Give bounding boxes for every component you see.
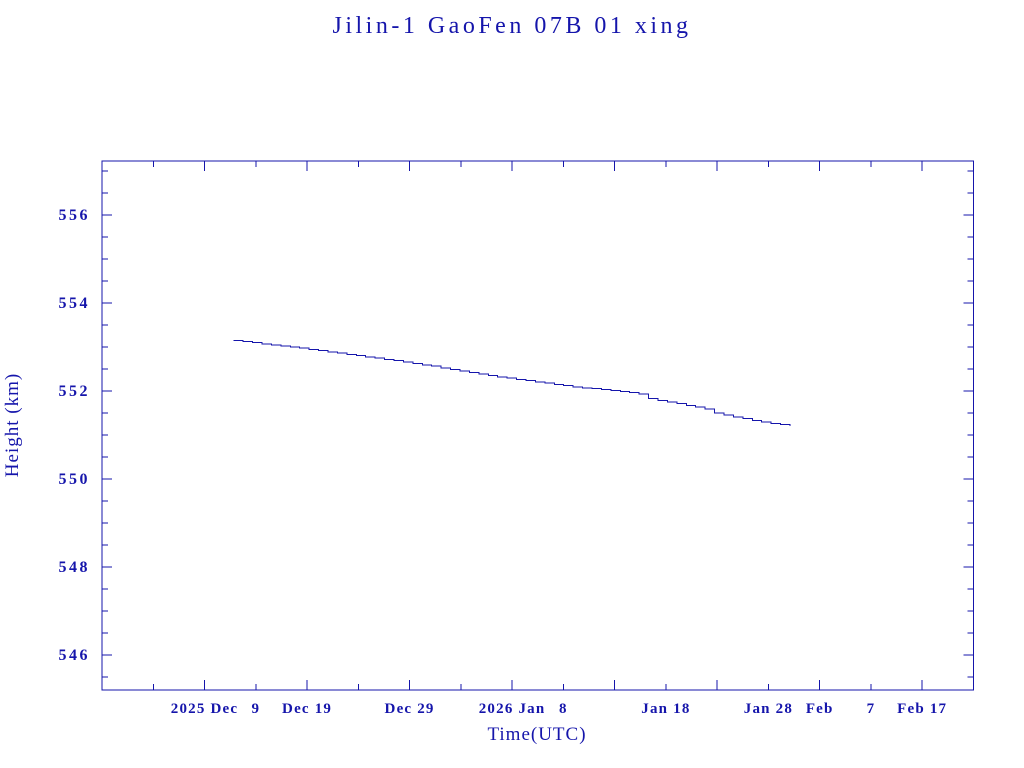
- svg-text:554: 554: [59, 295, 91, 312]
- svg-text:Jilin-1 GaoFen 07B 01 xing: Jilin-1 GaoFen 07B 01 xing: [333, 13, 692, 39]
- svg-text:Dec 29: Dec 29: [385, 701, 435, 717]
- svg-text:550: 550: [59, 471, 91, 488]
- svg-text:8: 8: [559, 701, 568, 717]
- svg-text:546: 546: [59, 647, 91, 664]
- svg-text:552: 552: [59, 383, 91, 400]
- svg-text:2026 Jan: 2026 Jan: [479, 701, 546, 717]
- svg-text:Feb: Feb: [806, 701, 834, 717]
- svg-text:2025 Dec: 2025 Dec: [171, 701, 239, 717]
- svg-text:9: 9: [251, 701, 260, 717]
- svg-text:7: 7: [867, 701, 876, 717]
- svg-text:556: 556: [59, 207, 91, 224]
- svg-text:Dec 19: Dec 19: [282, 701, 332, 717]
- svg-text:548: 548: [59, 559, 91, 576]
- svg-text:Height (km): Height (km): [2, 373, 23, 477]
- svg-text:Time(UTC): Time(UTC): [487, 724, 586, 745]
- svg-text:Jan 18: Jan 18: [641, 701, 690, 717]
- svg-text:Jan 28: Jan 28: [744, 701, 793, 717]
- svg-text:Feb 17: Feb 17: [897, 701, 947, 717]
